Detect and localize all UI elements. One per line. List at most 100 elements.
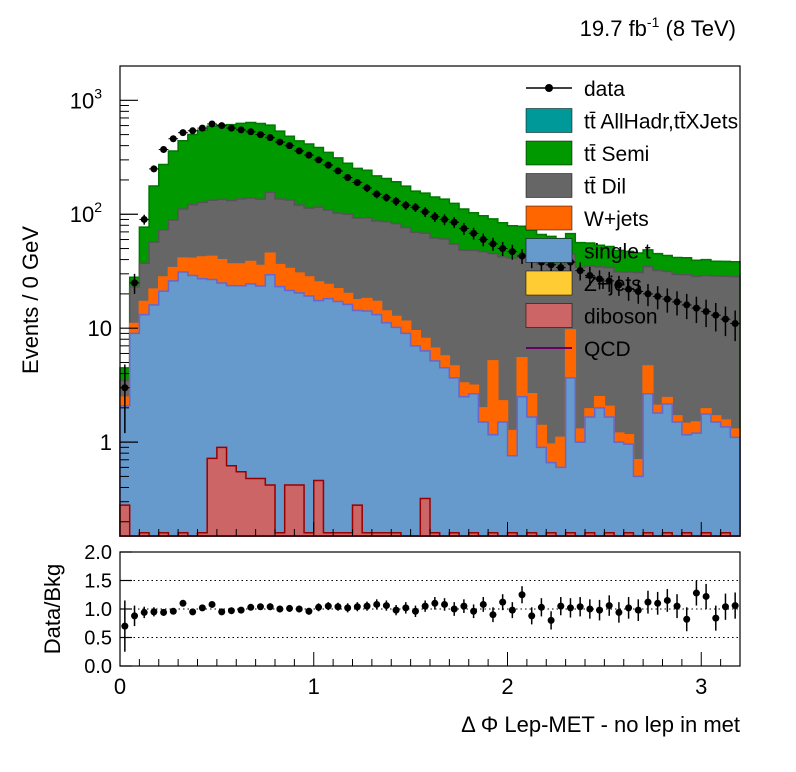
data-point xyxy=(662,288,673,313)
histogram-single-t xyxy=(119,271,741,537)
ratio-point xyxy=(547,611,555,630)
data-point xyxy=(323,161,334,169)
y-tick-label: 102 xyxy=(70,199,102,227)
ratio-point xyxy=(528,607,536,625)
ratio-point xyxy=(150,607,158,617)
data-point xyxy=(410,203,421,212)
data-point xyxy=(633,281,644,304)
legend: data tt̄ AllHadr,tt̄XJets tt̄ Semi tt̄ Dil W… xyxy=(525,78,738,361)
data-point xyxy=(643,284,653,307)
data-point xyxy=(294,147,305,155)
legend-label: W+jets xyxy=(584,208,649,231)
data-point xyxy=(342,174,353,182)
ratio-point xyxy=(663,589,671,612)
ratio-point xyxy=(218,608,226,616)
ratio-point xyxy=(721,593,729,620)
ratio-point xyxy=(266,603,274,611)
data-point xyxy=(478,233,489,247)
ratio-point xyxy=(247,603,255,611)
legend-label: diboson xyxy=(584,306,658,329)
data-point xyxy=(275,138,285,146)
ratio-point xyxy=(131,605,139,627)
data-point xyxy=(604,271,615,292)
x-axis-ticks: 0 1 2 3 xyxy=(114,522,741,699)
legend-label: single t xyxy=(584,241,651,264)
data-point xyxy=(381,193,392,202)
ratio-reference-lines xyxy=(120,580,740,638)
ratio-point xyxy=(654,591,662,615)
ratio-point xyxy=(537,598,545,617)
ratio-point xyxy=(450,602,458,616)
x-axis-label: Δ Φ Lep-MET - no lep in met xyxy=(461,712,740,737)
ratio-point xyxy=(160,608,168,616)
data-point xyxy=(352,178,363,187)
ratio-point xyxy=(731,592,739,619)
ratio-point xyxy=(121,600,129,652)
ratio-point xyxy=(286,604,294,612)
data-point xyxy=(507,244,518,260)
data-point xyxy=(420,207,430,218)
data-point xyxy=(468,227,479,240)
legend-swatch xyxy=(525,140,573,166)
data-point xyxy=(623,279,634,301)
y-tick-label: 103 xyxy=(70,85,102,113)
ratio-point xyxy=(295,605,303,613)
ratio-point xyxy=(576,597,584,617)
legend-label: Z+jets xyxy=(584,273,642,296)
data-point xyxy=(333,167,343,175)
ratio-point xyxy=(499,594,507,611)
ratio-point xyxy=(566,598,574,618)
data-point xyxy=(594,270,605,290)
ratio-point xyxy=(431,597,439,610)
data-point xyxy=(197,124,208,132)
ratio-point xyxy=(702,583,710,609)
ratio-point xyxy=(692,580,700,606)
data-point xyxy=(652,286,663,310)
legend-label: data xyxy=(584,78,625,101)
ratio-point xyxy=(305,607,313,615)
ratio-point xyxy=(189,608,197,616)
data-point xyxy=(255,131,266,139)
ratio-point xyxy=(421,600,429,612)
data-point xyxy=(672,291,682,316)
legend-label: tt̄ Dil xyxy=(584,176,626,199)
data-point xyxy=(449,217,460,229)
ratio-point xyxy=(344,603,352,613)
data-point xyxy=(371,190,382,199)
ratio-point xyxy=(315,603,323,612)
data-points xyxy=(120,120,740,434)
legend-swatch xyxy=(525,108,573,133)
legend-swatch xyxy=(525,238,573,263)
data-point xyxy=(178,129,188,137)
ratio-point xyxy=(644,590,652,614)
ratio-point xyxy=(596,599,604,621)
data-point xyxy=(168,135,179,143)
ratio-point xyxy=(411,605,419,617)
ratio-point xyxy=(208,600,216,608)
ratio-point xyxy=(479,597,487,612)
data-point xyxy=(710,302,721,332)
ratio-y-tick-label: 2.0 xyxy=(84,542,112,564)
legend-entry: single t xyxy=(525,238,651,264)
data-point xyxy=(265,134,275,142)
ratio-point xyxy=(392,605,400,616)
data-point xyxy=(681,293,692,320)
ratio-point xyxy=(605,595,613,616)
ratio-points xyxy=(121,580,739,652)
ratio-point xyxy=(460,599,468,613)
ratio-point xyxy=(712,605,720,631)
legend-entry: QCD xyxy=(526,338,631,361)
data-point xyxy=(187,127,198,135)
ratio-point xyxy=(324,602,332,611)
ratio-point xyxy=(169,607,177,615)
data-point xyxy=(149,165,159,173)
ratio-y-tick-label: 0.0 xyxy=(84,656,112,678)
x-tick-label: 3 xyxy=(695,674,707,699)
data-point xyxy=(459,222,469,235)
ratio-point xyxy=(489,607,497,623)
data-point xyxy=(575,262,585,281)
legend-entry: data xyxy=(526,78,625,101)
data-point xyxy=(391,196,401,206)
stacked-histogram xyxy=(119,121,741,537)
